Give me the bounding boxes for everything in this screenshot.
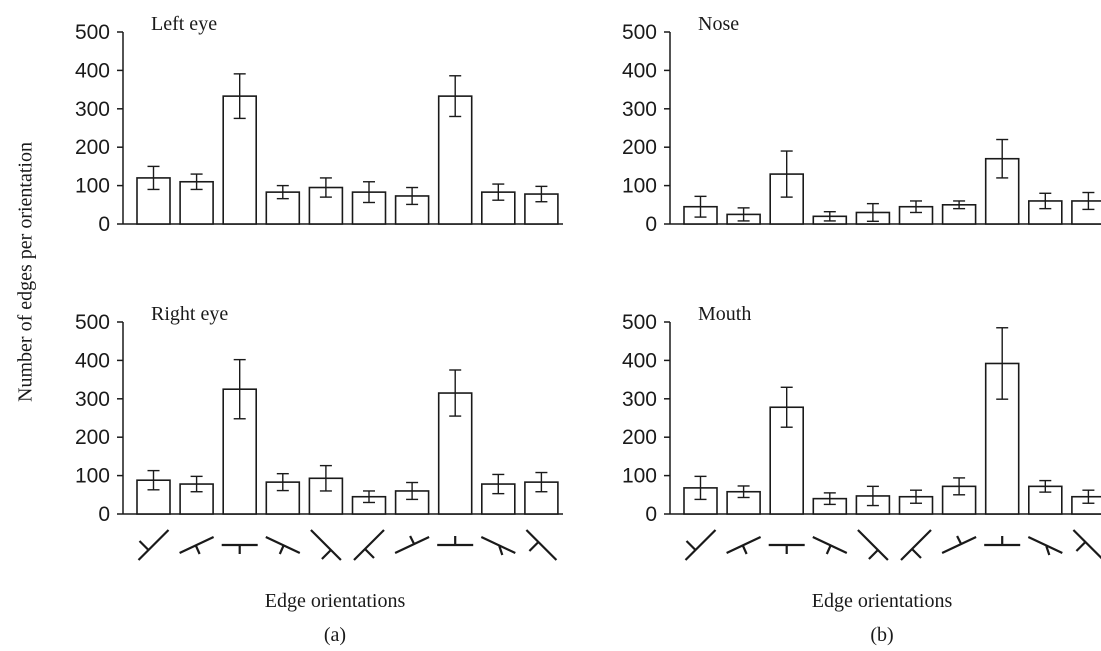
y-tick-label: 0 bbox=[645, 503, 657, 526]
orientation-glyph-icon bbox=[812, 536, 848, 555]
panel-label-b: (b) bbox=[870, 624, 893, 646]
orientation-glyph-icon bbox=[984, 536, 1021, 547]
bar bbox=[1071, 495, 1101, 515]
panel-nose: Nose 0 100 200 300 400 500 bbox=[622, 13, 1101, 236]
glyph-edge bbox=[900, 529, 932, 561]
panel-label-a: (a) bbox=[324, 624, 346, 646]
glyph-edge bbox=[137, 529, 170, 561]
panel-right-eye: Right eye 0 100 200 300 400 500 bbox=[75, 303, 563, 526]
glyph-tick bbox=[321, 549, 332, 560]
orientation-glyph-icon bbox=[525, 529, 558, 561]
glyph-edge bbox=[480, 536, 516, 554]
orientation-glyph-icon bbox=[221, 543, 258, 554]
x-axis-label-right: Edge orientations bbox=[812, 590, 953, 612]
glyph-tick bbox=[911, 548, 922, 559]
glyph-tick bbox=[741, 544, 748, 555]
glyph-tick bbox=[685, 540, 697, 551]
x-axis-label-left: Edge orientations bbox=[265, 590, 406, 612]
orientation-glyph-icon bbox=[437, 536, 474, 547]
panel-title: Nose bbox=[698, 13, 739, 35]
glyph-edge bbox=[353, 529, 385, 561]
y-tick-label: 100 bbox=[75, 175, 110, 198]
orientation-glyph-icon bbox=[900, 529, 932, 561]
edge-orientation-glyphs-right bbox=[684, 529, 1101, 561]
y-tick-label: 500 bbox=[622, 311, 657, 334]
glyph-edge bbox=[525, 529, 558, 561]
glyph-edge bbox=[684, 529, 717, 561]
orientation-glyph-icon bbox=[353, 529, 385, 561]
panel-title: Right eye bbox=[151, 303, 228, 325]
glyph-tick bbox=[498, 545, 504, 556]
bar bbox=[394, 195, 430, 225]
y-tick-label: 300 bbox=[622, 98, 657, 121]
orientation-glyph-icon bbox=[857, 529, 889, 561]
orientation-glyph-icon bbox=[480, 536, 516, 556]
y-tick-label: 200 bbox=[622, 136, 657, 159]
orientation-glyph-icon bbox=[179, 536, 215, 555]
orientation-glyph-icon bbox=[1027, 536, 1063, 556]
glyph-tick bbox=[1045, 545, 1051, 556]
y-tick-label: 300 bbox=[75, 98, 110, 121]
orientation-glyph-icon bbox=[137, 529, 170, 561]
y-tick-label: 300 bbox=[622, 388, 657, 411]
bar bbox=[308, 186, 344, 225]
y-tick-label: 200 bbox=[75, 136, 110, 159]
y-tick-label: 300 bbox=[75, 388, 110, 411]
glyph-edge bbox=[857, 529, 889, 561]
y-tick-label: 100 bbox=[75, 465, 110, 488]
panel-title: Mouth bbox=[698, 303, 751, 325]
glyph-edge bbox=[394, 536, 430, 554]
glyph-edge bbox=[310, 529, 342, 561]
glyph-tick bbox=[528, 541, 540, 552]
glyph-tick bbox=[364, 548, 375, 559]
glyph-tick bbox=[278, 544, 285, 555]
y-tick-label: 100 bbox=[622, 465, 657, 488]
glyph-tick bbox=[409, 535, 416, 545]
panel-title: Left eye bbox=[151, 13, 217, 35]
glyph-tick bbox=[194, 544, 201, 555]
orientation-glyph-icon bbox=[1072, 529, 1101, 560]
bar bbox=[222, 95, 257, 225]
glyph-edge bbox=[1072, 529, 1101, 560]
glyph-tick bbox=[1075, 541, 1087, 552]
orientation-glyph-icon bbox=[941, 535, 977, 554]
y-tick-label: 200 bbox=[622, 426, 657, 449]
orientation-glyph-icon bbox=[394, 535, 430, 554]
y-tick-label: 100 bbox=[622, 175, 657, 198]
glyph-tick bbox=[138, 540, 150, 551]
glyph-tick bbox=[868, 549, 879, 560]
bar bbox=[1071, 200, 1101, 225]
edge-orientation-glyphs-left bbox=[137, 529, 558, 561]
orientation-glyph-icon bbox=[726, 536, 762, 555]
panel-mouth: Mouth 0 100 200 300 400 500 bbox=[622, 303, 1101, 526]
y-tick-label: 400 bbox=[75, 59, 110, 82]
glyph-tick bbox=[825, 544, 832, 555]
y-tick-label: 500 bbox=[75, 21, 110, 44]
y-axis-label: Number of edges per orientation bbox=[15, 142, 37, 402]
bar bbox=[941, 485, 977, 515]
panel-left-eye: Left eye 0 100 200 300 400 500 bbox=[75, 13, 563, 236]
y-tick-label: 0 bbox=[98, 213, 110, 236]
y-tick-label: 400 bbox=[622, 349, 657, 372]
orientation-glyph-icon bbox=[768, 543, 805, 554]
glyph-edge bbox=[1027, 536, 1063, 554]
glyph-edge bbox=[941, 536, 977, 554]
y-tick-label: 0 bbox=[645, 213, 657, 236]
y-tick-label: 0 bbox=[98, 503, 110, 526]
glyph-tick bbox=[956, 535, 963, 545]
orientation-glyph-icon bbox=[310, 529, 342, 561]
y-tick-label: 200 bbox=[75, 426, 110, 449]
y-tick-label: 400 bbox=[75, 349, 110, 372]
orientation-glyph-icon bbox=[265, 536, 301, 555]
y-tick-label: 400 bbox=[622, 59, 657, 82]
orientation-glyph-icon bbox=[684, 529, 717, 561]
y-tick-label: 500 bbox=[75, 311, 110, 334]
y-tick-label: 500 bbox=[622, 21, 657, 44]
